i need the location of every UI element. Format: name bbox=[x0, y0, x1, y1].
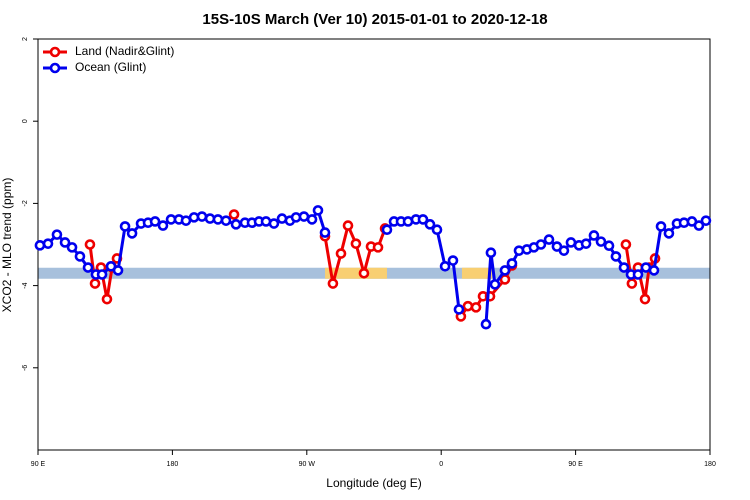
data-point bbox=[149, 216, 161, 227]
data-point bbox=[220, 215, 232, 226]
data-point bbox=[626, 278, 638, 289]
data-point bbox=[342, 220, 354, 231]
data-point bbox=[618, 262, 630, 273]
data-point bbox=[196, 211, 208, 222]
data-point bbox=[306, 214, 318, 225]
data-point bbox=[335, 248, 347, 259]
data-point bbox=[558, 245, 570, 256]
x-tick-label: 180 bbox=[167, 461, 179, 468]
data-point bbox=[51, 229, 63, 240]
data-point bbox=[101, 293, 113, 305]
data-point bbox=[157, 220, 169, 231]
data-point bbox=[700, 215, 712, 226]
data-point bbox=[59, 237, 71, 248]
legend-label: Land (Nadir&Glint) bbox=[75, 44, 174, 58]
data-point bbox=[84, 239, 96, 250]
data-point bbox=[610, 251, 622, 262]
data-point bbox=[580, 238, 592, 249]
data-point bbox=[358, 267, 370, 279]
data-point bbox=[462, 300, 474, 312]
data-point bbox=[96, 269, 108, 280]
data-point bbox=[648, 265, 660, 276]
data-point bbox=[588, 230, 600, 241]
legend-marker bbox=[49, 46, 61, 58]
data-point bbox=[34, 240, 46, 251]
data-point bbox=[632, 269, 644, 280]
data-point bbox=[693, 220, 705, 231]
data-point bbox=[66, 242, 78, 253]
data-point bbox=[424, 219, 436, 230]
data-point bbox=[439, 260, 451, 272]
data-point bbox=[506, 258, 518, 269]
x-tick-label: 180 bbox=[704, 461, 716, 468]
data-point bbox=[620, 239, 632, 250]
data-point bbox=[595, 236, 607, 247]
data-point bbox=[603, 240, 615, 252]
data-point bbox=[447, 255, 459, 266]
data-point bbox=[230, 219, 242, 230]
data-point bbox=[489, 279, 501, 290]
data-point bbox=[663, 228, 675, 239]
data-point bbox=[112, 265, 124, 276]
data-point bbox=[119, 221, 131, 232]
data-point bbox=[74, 251, 86, 262]
data-point bbox=[350, 238, 362, 249]
chart-title: 15S-10S March (Ver 10) 2015-01-01 to 202… bbox=[202, 11, 547, 28]
y-tick-label: -2 bbox=[22, 200, 29, 206]
x-tick-label: 90 W bbox=[299, 461, 316, 468]
data-point bbox=[319, 227, 331, 238]
data-point bbox=[639, 293, 651, 305]
data-point bbox=[470, 302, 482, 313]
data-point bbox=[228, 209, 240, 220]
y-tick-label: -6 bbox=[22, 365, 29, 371]
data-point bbox=[89, 278, 101, 289]
data-point bbox=[312, 205, 324, 216]
data-point bbox=[480, 318, 492, 330]
data-point bbox=[381, 224, 393, 236]
x-tick-label: 90 E bbox=[31, 461, 46, 468]
data-point bbox=[655, 221, 667, 232]
data-point bbox=[453, 304, 465, 315]
data-point bbox=[535, 239, 547, 250]
data-point bbox=[543, 234, 555, 245]
data-point bbox=[372, 242, 384, 253]
x-tick-label: 90 E bbox=[568, 461, 583, 468]
legend-marker bbox=[49, 62, 61, 74]
y-tick-label: 2 bbox=[22, 37, 29, 41]
data-point bbox=[485, 247, 497, 259]
data-point bbox=[327, 278, 339, 289]
x-axis-label: Longitude (deg E) bbox=[326, 476, 421, 490]
data-point bbox=[499, 265, 511, 276]
y-axis-label: XCO2 - MLO trend (ppm) bbox=[0, 178, 14, 313]
legend-label: Ocean (Glint) bbox=[75, 60, 146, 74]
data-point bbox=[126, 228, 138, 239]
data-point bbox=[82, 262, 94, 273]
data-point bbox=[212, 214, 224, 225]
data-point bbox=[431, 224, 443, 236]
y-tick-label: 0 bbox=[22, 119, 29, 123]
data-point bbox=[268, 218, 280, 229]
data-point bbox=[42, 238, 54, 249]
x-tick-label: 0 bbox=[439, 461, 443, 468]
data-point bbox=[417, 214, 429, 225]
y-tick-label: -4 bbox=[22, 282, 29, 288]
